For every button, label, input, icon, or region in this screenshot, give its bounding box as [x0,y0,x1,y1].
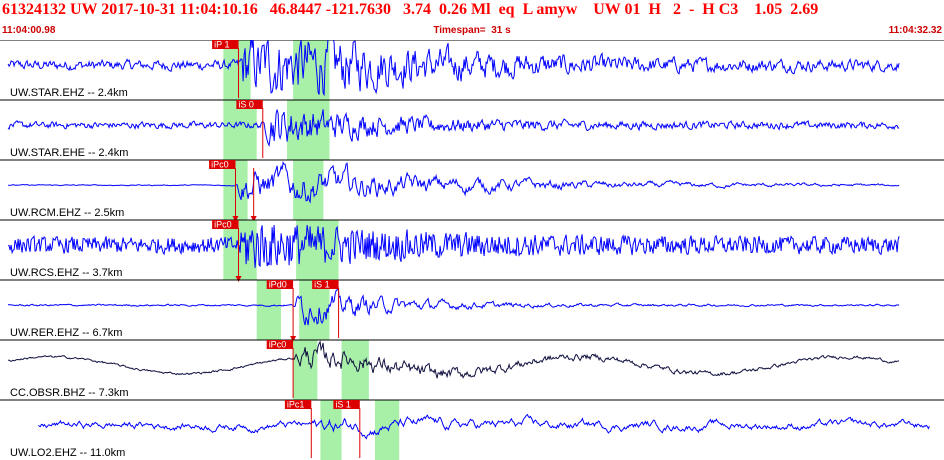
pick-label: iPc0 [214,220,232,230]
pick-flag [266,280,294,289]
pick-label: iPc0 [269,340,287,350]
channel-label: UW.RCM.EHZ -- 2.5km [10,207,124,219]
pick-flag [209,160,236,169]
pick-flag [236,100,263,109]
pick-label: iS 1 [335,400,351,410]
channel-panel: iPc1 iS 1 UW.LO2.EHZ -- 11.0km [0,399,944,460]
channel-panel: iS 0 UW.STAR.EHE -- 2.4km [0,99,944,160]
waveform-trace [8,161,900,204]
end-time: 11:04:32.32 [888,25,942,36]
pick-flag [333,400,360,409]
waveform-trace [8,224,900,268]
waveform-trace [38,413,930,440]
pick-flag [312,280,339,289]
channel-panel: iP 1 UW.STAR.EHZ -- 2.4km [0,40,944,100]
waveform-trace [7,109,900,147]
pick-flag [284,400,312,409]
pick-marker [290,336,297,342]
start-time: 11:04:00.98 [2,25,56,36]
channel-label: UW.STAR.EHZ -- 2.4km [10,87,128,99]
phase-window [287,100,330,160]
pick-label: iP 1 [214,40,229,50]
pick-marker [232,216,239,222]
channel-label: UW.STAR.EHE -- 2.4km [10,147,128,159]
channel-label: UW.RCS.EHZ -- 3.7km [10,267,122,279]
channel-label: UW.RER.EHZ -- 6.7km [10,327,122,339]
pick-flag [266,340,294,349]
pick-marker [235,276,242,282]
phase-window [293,160,324,220]
event-title: 61324132 UW 2017-10-31 11:04:10.16 46.84… [2,1,819,18]
waveform-trace [8,286,900,326]
phase-window [374,400,400,460]
pick-label: iS 1 [314,280,330,290]
phase-window [299,280,330,340]
pick-label: iPd0 [269,280,287,290]
channel-panel: iPc0 UW.RCM.EHZ -- 2.5km [0,159,944,222]
timespan-label: Timespan= 31 s [433,25,511,36]
channel-panel: iPc0 UW.RCS.EHZ -- 3.7km [0,219,944,282]
waveform-trace [7,40,900,97]
phase-window [256,280,281,340]
phase-window [320,400,342,460]
waveform-trace [8,340,900,379]
pick-label: iPc0 [211,160,229,170]
channel-label: CC.OBSR.BHZ -- 7.3km [10,387,129,399]
channel-label: UW.LO2.EHZ -- 11.0km [10,447,125,459]
phase-window [341,340,369,400]
pick-marker [250,216,257,222]
event-header: 61324132 UW 2017-10-31 11:04:10.16 46.84… [0,0,944,40]
pick-flag [212,220,239,229]
seismogram-panel: iP 1 UW.STAR.EHZ -- 2.4km iS 0 UW.STAR.EHE … [0,40,944,460]
channel-panel: iPc0 CC.OBSR.BHZ -- 7.3km [0,339,944,400]
pick-label: iS 0 [238,100,254,110]
pick-flag [212,40,239,49]
pick-label: iPc1 [287,400,305,410]
channel-panel: iPd0 iS 1 UW.RER.EHZ -- 6.7km [0,279,944,342]
phase-window [223,100,257,160]
